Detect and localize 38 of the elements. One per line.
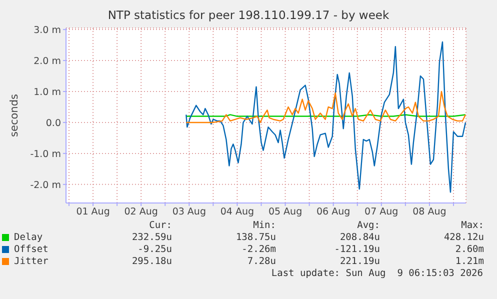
text: 428.12u (442, 232, 484, 244)
y-tick-label: -2.0 m (30, 180, 61, 191)
line-series (186, 90, 466, 124)
legend-label: Delay (14, 232, 44, 244)
legend-label: Offset (14, 244, 50, 256)
text: Last update: Sun Aug 9 06:15:03 2026 (270, 268, 484, 280)
x-tick-label: 06 Aug (316, 206, 350, 218)
text: 208.84u (338, 232, 380, 244)
line-series (186, 41, 466, 193)
text: 232.59u (130, 232, 172, 244)
y-tick-label: 0.0 (46, 118, 61, 129)
text: Avg: (356, 220, 380, 232)
text: 7.28u (246, 256, 276, 268)
x-tick-label: 05 Aug (268, 206, 302, 218)
y-axis-title: seconds (8, 94, 21, 137)
text: -121.19u (333, 244, 380, 256)
x-tick-label: 03 Aug (172, 206, 206, 218)
x-tick-label: 02 Aug (124, 206, 158, 218)
x-tick-label: 01 Aug (76, 206, 110, 218)
legend-label: Jitter (14, 256, 50, 268)
text: -2.26m (240, 244, 276, 256)
text: -9.25u (136, 244, 172, 256)
text: 138.75u (234, 232, 276, 244)
text: Max: (460, 220, 484, 232)
chart-title: NTP statistics for peer 198.110.199.17 - by week (106, 8, 390, 22)
text: 221.19u (338, 256, 380, 268)
x-tick-label: 07 Aug (364, 206, 398, 218)
y-tick-label: -1.0 m (30, 148, 61, 160)
y-tick-label: 1.0 m (34, 86, 61, 98)
y-tick-label: 2.0 m (34, 56, 61, 67)
text: 1.21m (454, 256, 484, 268)
text: 295.18u (130, 256, 172, 268)
y-tick-label: 3.0 m (34, 24, 61, 36)
x-tick-label: 04 Aug (220, 206, 254, 218)
text: 2.60m (454, 244, 484, 256)
text: Cur: (148, 220, 172, 232)
x-tick-label: 08 Aug (412, 206, 446, 218)
text: Min: (252, 220, 276, 232)
